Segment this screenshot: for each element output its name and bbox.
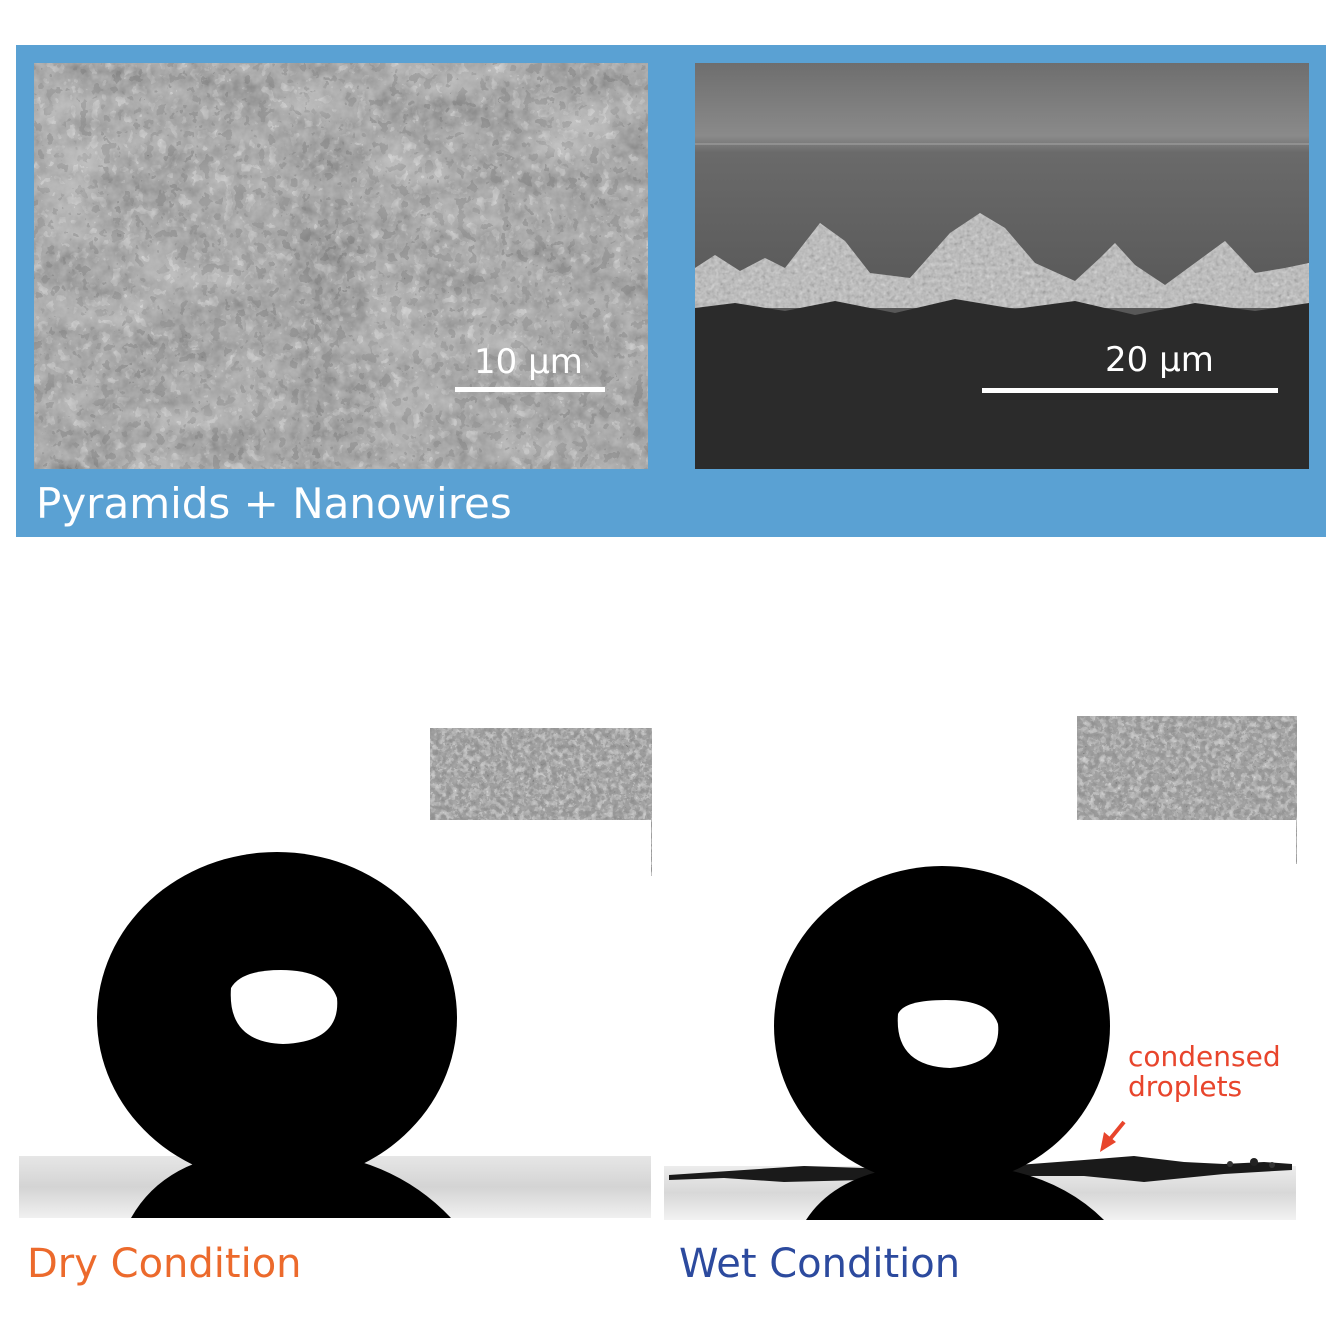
condensed-droplets-annotation: condensed droplets [1128,1042,1281,1102]
scale-label-10um: 10 μm [474,342,583,382]
wet-droplet-photo [664,820,1296,1224]
sem-figure-panel: 10 μm [16,45,1326,537]
annotation-line-1: condensed [1128,1040,1281,1073]
panel-caption: Pyramids + Nanowires [36,479,512,528]
dry-droplet-photo [19,820,651,1224]
dry-condition-label: Dry Condition [27,1241,302,1287]
scale-bar-20um [982,388,1278,393]
annotation-line-2: droplets [1128,1070,1243,1103]
scale-label-20um: 20 μm [1105,340,1214,380]
annotation-arrow-icon [1100,1120,1126,1152]
scale-bar-10um [455,387,605,392]
sem-top-view-image: 10 μm [34,63,648,469]
sem-cross-section-image: 20 μm [695,63,1309,469]
wet-condition-label: Wet Condition [679,1241,961,1287]
